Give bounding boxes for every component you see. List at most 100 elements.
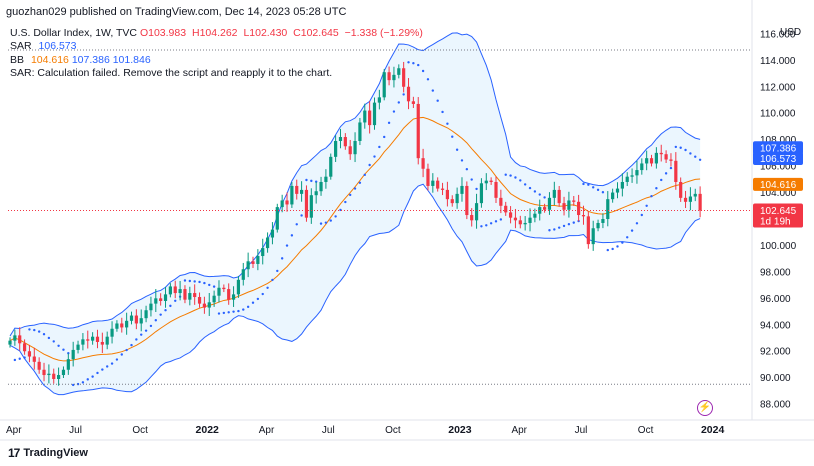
tradingview-logo-icon: 17 bbox=[8, 446, 20, 460]
tradingview-brand: TradingView bbox=[23, 447, 88, 459]
sar-dot bbox=[470, 178, 473, 181]
candle bbox=[52, 368, 56, 384]
publish-header: guozhan029 published on TradingView.com,… bbox=[6, 6, 347, 18]
candle-body bbox=[227, 289, 231, 300]
candle-body bbox=[577, 201, 581, 216]
sar-row[interactable]: SAR 106.573 bbox=[10, 40, 426, 53]
candle-body bbox=[115, 323, 119, 329]
candle-body bbox=[455, 193, 459, 204]
candle bbox=[679, 177, 683, 202]
sar-dot bbox=[222, 311, 226, 315]
sar-dot bbox=[397, 101, 400, 104]
price-tick-label: 112.000 bbox=[760, 82, 796, 93]
candle-body bbox=[193, 293, 197, 298]
candle-body bbox=[120, 323, 124, 328]
sar-dot bbox=[514, 176, 517, 179]
candle bbox=[470, 208, 474, 227]
candle-body bbox=[178, 289, 182, 294]
sar-dot bbox=[368, 163, 371, 167]
candle bbox=[581, 205, 586, 225]
sar-dot bbox=[251, 301, 255, 304]
candle-body bbox=[76, 344, 80, 350]
candle-body bbox=[159, 298, 163, 301]
tradingview-footer[interactable]: 17 TradingView bbox=[8, 446, 88, 460]
candle bbox=[129, 311, 134, 325]
candle bbox=[572, 195, 576, 206]
sar-dot bbox=[465, 167, 469, 171]
candle-body bbox=[572, 200, 576, 202]
candle-body bbox=[295, 185, 299, 194]
candle bbox=[207, 292, 211, 316]
candle bbox=[275, 203, 279, 233]
candle bbox=[353, 132, 357, 163]
candle bbox=[309, 188, 313, 224]
candle-body bbox=[154, 298, 158, 304]
sar-dot bbox=[630, 229, 634, 232]
candle bbox=[193, 284, 197, 305]
candle bbox=[402, 61, 406, 93]
candle bbox=[436, 177, 440, 192]
candle-body bbox=[95, 336, 100, 342]
candle-body bbox=[261, 248, 265, 257]
sar-dot bbox=[18, 357, 21, 360]
sar-dot bbox=[378, 145, 381, 149]
candle bbox=[688, 187, 692, 211]
candle bbox=[300, 181, 304, 202]
candle bbox=[683, 190, 688, 209]
sar-dot bbox=[698, 158, 702, 161]
sar-dot bbox=[62, 348, 65, 351]
candle-body bbox=[300, 189, 304, 194]
candle-body bbox=[372, 102, 377, 126]
candle bbox=[295, 179, 299, 200]
candle bbox=[42, 362, 46, 382]
candle-body bbox=[212, 295, 216, 303]
candle bbox=[168, 283, 172, 298]
ohlc-row: U.S. Dollar Index, 1W, TVC O103.983 H104… bbox=[10, 27, 426, 40]
candle bbox=[450, 195, 454, 207]
lightning-icon[interactable]: ⚡ bbox=[697, 400, 713, 416]
candle bbox=[479, 178, 484, 208]
candle bbox=[586, 211, 590, 249]
candle-body bbox=[460, 185, 464, 194]
candle-body bbox=[173, 286, 177, 294]
sar-dot bbox=[203, 281, 206, 285]
candle bbox=[552, 181, 556, 206]
sar-dot bbox=[52, 340, 55, 343]
time-tick-label: Apr bbox=[6, 425, 22, 436]
sar-dot bbox=[188, 279, 192, 283]
candle bbox=[27, 344, 32, 363]
candle-body bbox=[231, 294, 236, 300]
bb-row[interactable]: BB 104.616 107.386 101.846 bbox=[10, 54, 426, 67]
price-badge bbox=[753, 177, 803, 191]
candle-body bbox=[445, 189, 449, 200]
candle-body bbox=[674, 160, 678, 182]
sar-dot bbox=[169, 304, 172, 308]
candle-body bbox=[338, 137, 343, 141]
sar-dot bbox=[86, 378, 89, 381]
sar-dot bbox=[300, 214, 303, 217]
candle bbox=[426, 163, 430, 191]
sar-dot bbox=[193, 280, 196, 283]
sar-dot bbox=[592, 186, 595, 189]
candle-body bbox=[197, 297, 202, 304]
sar-dot bbox=[130, 343, 133, 347]
sar-dot bbox=[509, 174, 512, 177]
candle bbox=[125, 312, 129, 335]
sar-dot bbox=[120, 353, 123, 356]
candle bbox=[256, 249, 260, 271]
sar-dot bbox=[101, 368, 104, 371]
candle bbox=[18, 327, 22, 351]
sar-dot bbox=[271, 278, 274, 282]
sar-dot bbox=[475, 187, 478, 191]
sar-dot bbox=[81, 381, 85, 384]
price-tick-label: 110.000 bbox=[760, 109, 796, 120]
candle bbox=[533, 208, 537, 223]
price-tick-label: 92.000 bbox=[760, 347, 791, 358]
sar-dot bbox=[154, 319, 157, 322]
candle-body bbox=[348, 146, 352, 155]
candle-body bbox=[168, 286, 172, 295]
sar-dot bbox=[57, 344, 60, 347]
candle-body bbox=[474, 203, 479, 221]
sar-dot bbox=[567, 223, 571, 226]
